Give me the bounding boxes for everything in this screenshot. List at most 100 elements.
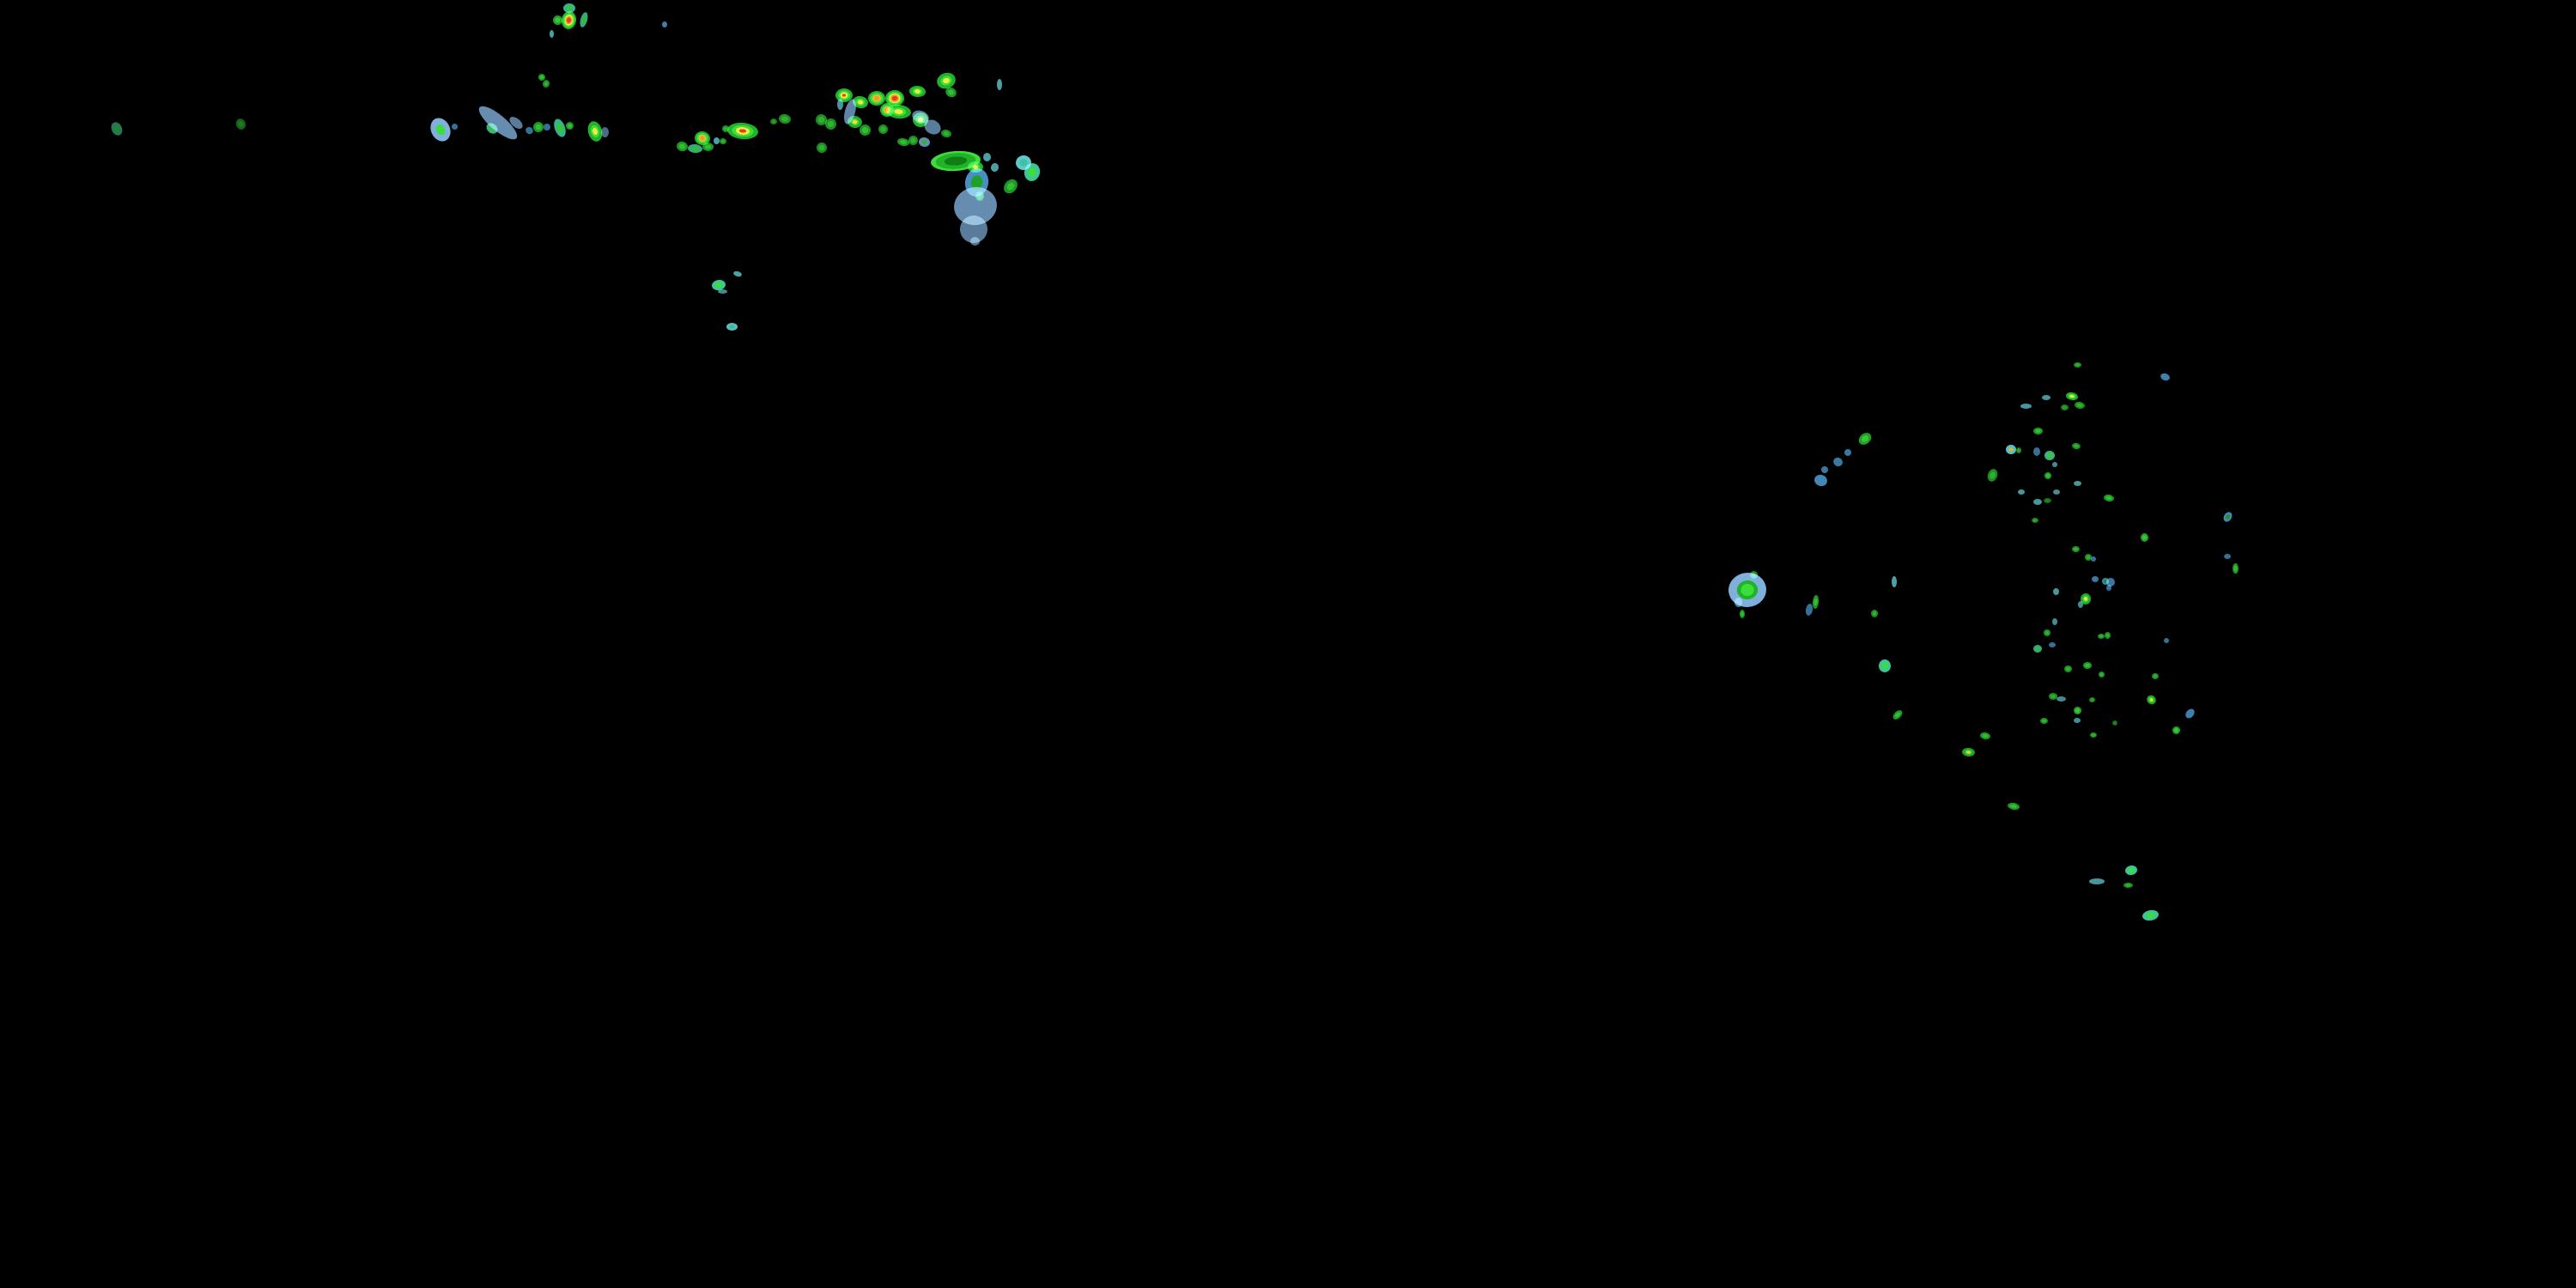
radar-echo — [2106, 585, 2111, 591]
radar-echo — [2006, 445, 2016, 454]
radar-echo — [722, 125, 729, 132]
radar-echo — [578, 11, 590, 28]
radar-echo — [2141, 533, 2148, 542]
radar-echo — [918, 136, 931, 149]
radar-echo — [885, 90, 904, 106]
radar-echo — [1871, 610, 1878, 617]
radar-echo — [2090, 732, 2097, 738]
radar-echo — [550, 30, 554, 38]
radar-echo — [2033, 645, 2042, 653]
radar-echo — [563, 3, 575, 13]
radar-echo — [997, 79, 1002, 90]
radar-echo — [885, 103, 912, 120]
radar-echo — [2016, 447, 2021, 453]
radar-echo — [2044, 472, 2051, 479]
radar-echo — [2072, 546, 2080, 552]
radar-echo — [109, 120, 125, 137]
radar-echo — [2152, 673, 2159, 679]
radar-echo — [538, 74, 545, 81]
radar-echo — [2089, 878, 2105, 884]
radar-echo — [2091, 556, 2096, 562]
radar-echo — [551, 117, 568, 139]
radar-echo — [1740, 610, 1745, 618]
radar-echo — [2074, 401, 2086, 410]
radar-echo — [2098, 634, 2105, 639]
radar-echo — [2105, 632, 2111, 639]
radar-echo — [1821, 466, 1828, 473]
radar-echo — [702, 143, 714, 151]
radar-echo — [2053, 489, 2060, 495]
radar-echo — [2103, 494, 2115, 502]
radar-echo — [1856, 430, 1874, 447]
radar-echo — [2049, 693, 2057, 700]
radar-echo — [2233, 563, 2239, 574]
radar-echo — [2032, 518, 2038, 523]
radar-echo — [770, 118, 777, 125]
radar-echo — [1000, 176, 1021, 197]
radar-echo — [1961, 747, 1976, 757]
radar-echo — [2159, 372, 2172, 382]
radar-echo — [544, 124, 550, 131]
radar-echo — [2042, 395, 2050, 400]
radar-echo — [940, 128, 952, 139]
radar-echo — [1750, 571, 1758, 579]
radar-echo — [2020, 404, 2032, 409]
radar-echo — [1985, 467, 2000, 483]
radar-echo — [2074, 707, 2081, 714]
radar-echo — [2033, 428, 2043, 434]
radar-echo — [989, 162, 1000, 173]
radar-echo — [2044, 451, 2055, 460]
radar-echo — [2092, 576, 2099, 582]
radar-echo — [878, 124, 889, 135]
radar-echo — [2018, 489, 2025, 495]
radar-echo — [2040, 718, 2048, 724]
radar-echo — [2052, 618, 2057, 625]
radar-echo — [983, 153, 991, 161]
radar-echo — [687, 143, 703, 154]
radar-echo — [662, 21, 667, 27]
radar-echo — [720, 138, 726, 144]
radar-echo — [2164, 638, 2169, 643]
radar-echo — [2099, 671, 2105, 677]
radar-echo — [837, 99, 843, 110]
radar-echo — [2106, 578, 2115, 586]
radar-echo — [1804, 603, 1814, 617]
radar-echo — [2033, 499, 2042, 505]
radar-echo — [868, 91, 885, 106]
radar-echo — [1892, 576, 1897, 587]
radar-echo — [2033, 447, 2040, 456]
radar-echo — [452, 124, 458, 130]
radar-echo — [2081, 593, 2091, 605]
radar-echo — [1832, 455, 1844, 469]
radar-echo — [427, 114, 454, 145]
radar-echo — [2049, 642, 2056, 647]
radar-echo — [1812, 594, 1820, 610]
radar-echo — [1727, 571, 1768, 609]
radar-echo — [2112, 720, 2117, 726]
radar-echo — [2074, 718, 2081, 723]
radar-echo — [2065, 391, 2079, 402]
radar-echo — [2044, 498, 2051, 503]
radar-echo — [975, 191, 984, 201]
radar-echo — [566, 122, 574, 130]
radar-echo — [675, 140, 690, 153]
radar-echo — [560, 9, 578, 31]
radar-echo — [2074, 481, 2081, 486]
radar-echo — [2142, 908, 2160, 922]
radar-echo — [2061, 404, 2069, 410]
radar-echo — [726, 323, 738, 331]
radar-echo — [2172, 726, 2180, 734]
radar-echo — [2123, 883, 2133, 888]
radar-echo — [553, 15, 562, 25]
radar-echo — [858, 123, 872, 137]
radar-echo — [541, 78, 551, 89]
radar-echo — [2085, 554, 2092, 561]
radar-echo — [1813, 472, 1829, 489]
radar-echo — [908, 136, 918, 145]
radar-echo — [1879, 659, 1891, 672]
radar-echo — [601, 127, 609, 137]
radar-echo — [1891, 708, 1905, 721]
radar-echo — [726, 121, 759, 141]
radar-echo — [970, 237, 980, 246]
